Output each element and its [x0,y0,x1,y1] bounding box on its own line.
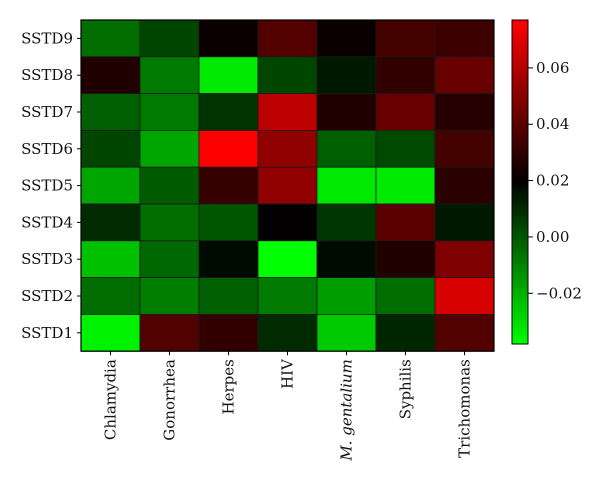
heatmap-cell-sstd9-3 [257,19,318,58]
heatmap-cell-sstd4-2 [198,203,259,242]
heatmap-cell-sstd8-4 [316,56,377,94]
heatmap-cell-sstd7-3 [257,93,318,131]
column-label: HIV [279,358,297,389]
heatmap-cell-sstd9-5 [375,19,436,58]
column-labels: Chlamydia Gonorrhea Herpes HIV M. gentalium S… [102,351,474,462]
heatmap-cell-sstd5-6 [434,166,495,205]
heatmap-cell-sstd2-6 [434,277,495,315]
heatmap-cell-sstd2-0 [80,277,141,315]
row-label: SSTD8 [21,66,73,84]
heatmap-cell-sstd6-5 [375,129,436,168]
heatmap-cell-sstd3-6 [434,240,495,279]
heatmap-cell-sstd5-4 [316,166,377,205]
heatmap-cell-sstd1-4 [316,313,377,352]
heatmap-cell-sstd6-3 [257,129,318,168]
row-label: SSTD5 [21,177,73,195]
colorbar-tick-label: 0.02 [536,172,569,190]
heatmap-cell-sstd7-0 [80,93,141,131]
heatmap-cell-sstd1-2 [198,313,259,352]
heatmap-cell-sstd7-2 [198,93,259,131]
heatmap-cell-sstd4-5 [375,203,436,242]
heatmap-cell-sstd7-5 [375,93,436,131]
heatmap-cell-sstd3-2 [198,240,259,279]
row-labels: SSTD9 SSTD8 SSTD7 SSTD6 SSTD5 SSTD4 SSTD3 SSTD2… [21,29,81,342]
heatmap-cell-sstd6-4 [316,129,377,168]
heatmap-cell-sstd3-4 [316,240,377,279]
heatmap-cell-sstd4-1 [139,203,200,242]
colorbar-tick-label: 0.00 [536,228,569,246]
row-label: SSTD6 [21,140,73,158]
heatmap-cell-sstd8-6 [434,56,495,94]
heatmap-cell-sstd4-6 [434,203,495,242]
heatmap-cells [80,19,495,352]
heatmap-cell-sstd6-6 [434,129,495,168]
heatmap-cell-sstd5-2 [198,166,259,205]
heatmap-cell-sstd8-0 [80,56,141,94]
heatmap-cell-sstd9-1 [139,19,200,58]
heatmap-cell-sstd7-6 [434,93,495,131]
heatmap-cell-sstd7-4 [316,93,377,131]
colorbar-tick-label: 0.04 [536,115,569,133]
row-label: SSTD3 [21,250,73,268]
heatmap-cell-sstd3-5 [375,240,436,279]
heatmap-cell-sstd4-0 [80,203,141,242]
row-label: SSTD2 [21,287,73,305]
heatmap-cell-sstd8-2 [198,56,259,94]
heatmap-cell-sstd6-2 [198,129,259,168]
row-label: SSTD9 [21,29,73,47]
heatmap-cell-sstd8-3 [257,56,318,94]
heatmap-cell-sstd3-1 [139,240,200,279]
heatmap-cell-sstd2-3 [257,277,318,315]
column-label: Herpes [220,359,238,414]
heatmap-cell-sstd4-4 [316,203,377,242]
colorbar-tick-label: 0.06 [536,59,569,77]
column-label: Gonorrhea [161,359,179,441]
heatmap-cell-sstd1-0 [80,313,141,352]
heatmap-cell-sstd6-0 [80,129,141,168]
heatmap-cell-sstd7-1 [139,93,200,131]
row-label: SSTD7 [21,103,73,121]
heatmap-cell-sstd6-1 [139,129,200,168]
heatmap-cell-sstd3-0 [80,240,141,279]
colorbar-ticks: −0.02 0.00 0.02 0.04 0.06 [528,59,582,302]
row-label: SSTD1 [21,324,73,342]
column-label: Trichomonas [456,359,474,458]
heatmap-cell-sstd5-5 [375,166,436,205]
heatmap-cell-sstd1-5 [375,313,436,352]
colorbar [511,19,529,345]
heatmap-cell-sstd9-2 [198,19,259,58]
column-label: Chlamydia [102,359,120,440]
heatmap-cell-sstd1-6 [434,313,495,352]
colorbar-tick-label: −0.02 [536,284,582,302]
heatmap-cell-sstd9-6 [434,19,495,58]
heatmap-cell-sstd3-3 [257,240,318,279]
heatmap-cell-sstd9-4 [316,19,377,58]
heatmap-cell-sstd2-5 [375,277,436,315]
heatmap-cell-sstd4-3 [257,203,318,242]
heatmap-cell-sstd2-1 [139,277,200,315]
heatmap-cell-sstd5-3 [257,166,318,205]
heatmap-cell-sstd8-1 [139,56,200,94]
heatmap-cell-sstd9-0 [80,19,141,58]
heatmap-cell-sstd8-5 [375,56,436,94]
heatmap-cell-sstd1-3 [257,313,318,352]
column-label: M. gentalium [338,359,356,461]
heatmap-cell-sstd5-0 [80,166,141,205]
heatmap-cell-sstd2-2 [198,277,259,315]
column-label: Syphilis [397,359,415,419]
heatmap-cell-sstd5-1 [139,166,200,205]
heatmap-cell-sstd1-1 [139,313,200,352]
row-label: SSTD4 [21,213,73,231]
heatmap-cell-sstd2-4 [316,277,377,315]
